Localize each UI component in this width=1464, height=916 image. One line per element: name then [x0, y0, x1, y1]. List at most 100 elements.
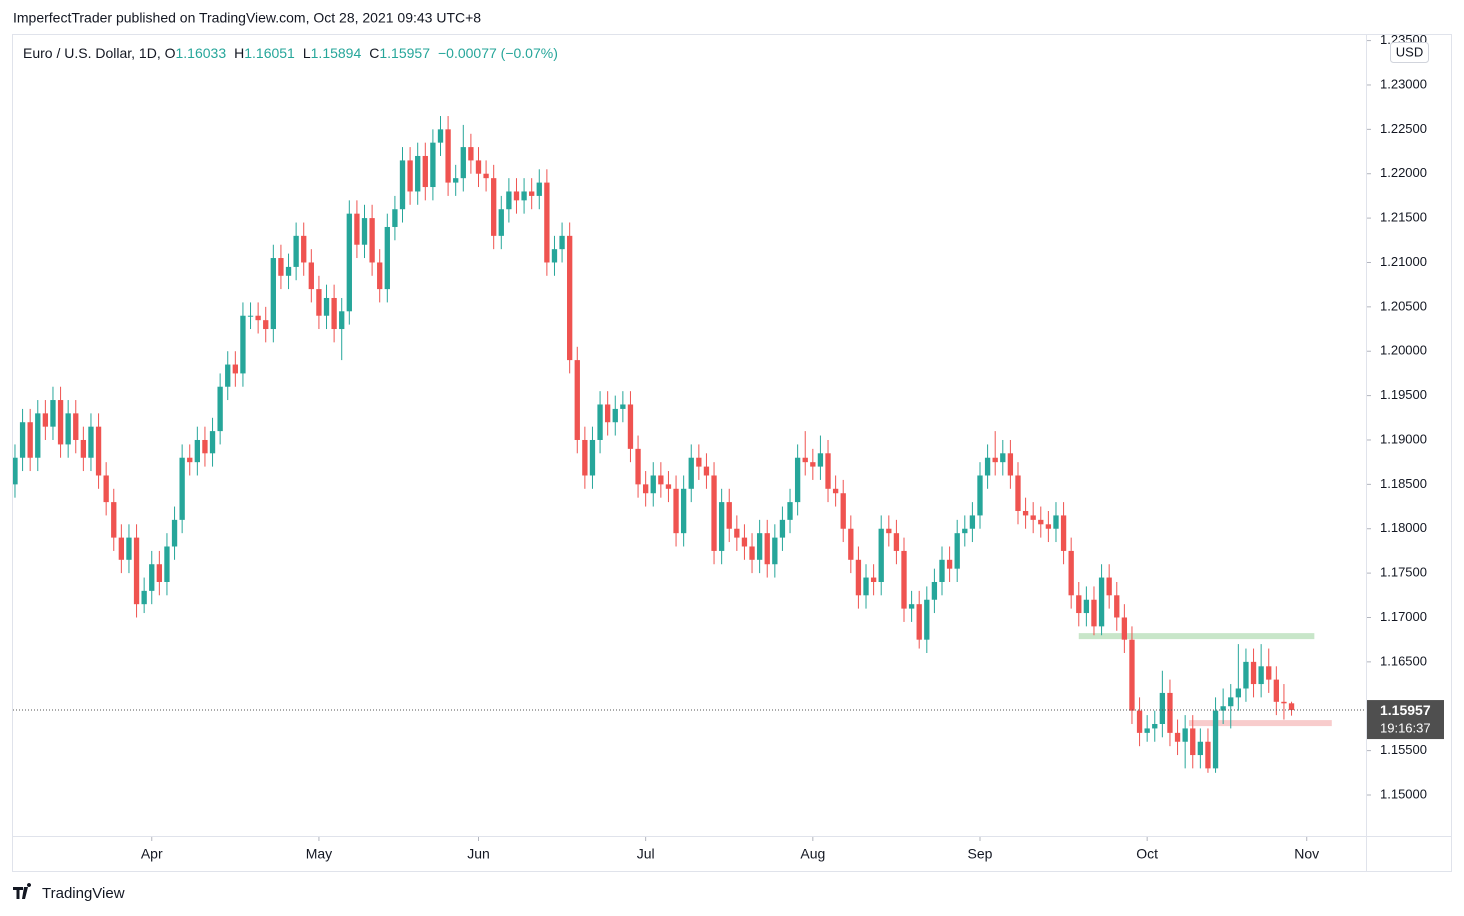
candle-body: [103, 475, 109, 503]
candle-body: [559, 235, 565, 250]
y-tick-label: 1.15500: [1380, 742, 1427, 757]
candle-body: [468, 147, 474, 161]
candle-body: [1121, 617, 1128, 640]
candle-body: [498, 209, 504, 236]
candle-body: [491, 178, 497, 236]
candle-body: [848, 528, 854, 560]
candle-body: [377, 262, 383, 290]
candle-body: [665, 484, 672, 489]
y-tick-label: 1.22000: [1380, 165, 1427, 180]
candle-body: [574, 360, 580, 440]
candle-body: [1098, 577, 1105, 627]
candle-body: [1083, 599, 1090, 614]
candle-body: [437, 129, 444, 143]
candle-body: [635, 448, 641, 485]
candle-body: [703, 466, 710, 476]
candle-body: [1007, 453, 1014, 476]
candle-body: [1281, 701, 1287, 704]
last-price-box: [1367, 700, 1444, 740]
ohlc-value: 1.16033: [176, 45, 227, 61]
y-tick-label: 1.22500: [1380, 121, 1427, 136]
candle-body: [810, 462, 816, 467]
candle-body: [597, 404, 603, 440]
candle-body: [339, 311, 345, 330]
candle-body: [475, 160, 482, 174]
y-tick-label: 1.23000: [1380, 76, 1427, 91]
candle-body: [582, 439, 588, 476]
candle-body: [1243, 661, 1249, 689]
candle-body: [954, 533, 960, 569]
ohlc-value: 1.15894: [311, 45, 362, 61]
candle-body: [316, 289, 322, 316]
publisher: ImperfectTrader published on TradingView…: [13, 10, 481, 26]
legend: Euro / U.S. Dollar, 1D, O1.16033 H1.16051…: [23, 45, 558, 61]
candle-body: [293, 235, 299, 267]
candle-body: [422, 155, 428, 188]
candle-body: [1136, 710, 1143, 733]
candle-body: [240, 315, 246, 374]
candle-body: [863, 577, 869, 596]
currency-box[interactable]: [1390, 42, 1429, 63]
candle-body: [255, 315, 261, 321]
candle-body: [407, 160, 413, 192]
candle-body: [453, 178, 459, 183]
candle-body: [1174, 732, 1181, 742]
candle-body: [13, 457, 18, 485]
candle-body: [642, 484, 649, 494]
y-tick-label: 1.17500: [1380, 565, 1427, 580]
candle-body: [787, 502, 793, 520]
candle-body: [1197, 741, 1204, 756]
candle-body: [1000, 453, 1006, 463]
candle-body: [232, 364, 238, 374]
candle-body: [141, 590, 147, 605]
candle-body: [1167, 692, 1173, 733]
candle-body: [301, 235, 307, 263]
countdown: 19:16:37: [1380, 720, 1431, 735]
candle-body: [1129, 639, 1135, 711]
plot-area: [13, 116, 1366, 773]
candle-body: [171, 519, 178, 547]
candle-body: [1030, 515, 1036, 520]
ohlc-label: H: [234, 45, 244, 61]
candle-body: [133, 537, 140, 605]
candle-body: [794, 457, 801, 503]
candle-body: [802, 457, 808, 463]
candle-body: [962, 528, 968, 534]
candle-body: [308, 262, 314, 290]
candle-body: [27, 422, 33, 458]
candle-body: [1250, 661, 1257, 685]
ohlc-value: 1.16051: [244, 45, 295, 61]
x-tick-label: Sep: [968, 846, 993, 862]
candle-body: [939, 559, 945, 582]
candle-body: [95, 426, 102, 476]
candle-body: [901, 550, 907, 609]
candle-body: [536, 182, 542, 196]
candle-body: [270, 258, 276, 330]
candle-body: [1182, 728, 1188, 742]
candle-body: [696, 457, 702, 467]
change: −0.00077 (−0.07%): [438, 45, 558, 61]
price-axis: 1.150001.155001.160001.165001.170001.175…: [1367, 35, 1427, 801]
candle-body: [164, 546, 170, 582]
x-tick-label: Apr: [141, 846, 163, 862]
candle-body: [1060, 515, 1067, 551]
candle-body: [285, 266, 292, 276]
candle-body: [749, 546, 755, 560]
y-tick-label: 1.19000: [1380, 431, 1427, 446]
candle-body: [156, 564, 163, 582]
candle-body: [1228, 697, 1234, 707]
candle-body: [726, 502, 732, 529]
currency[interactable]: USD: [1396, 44, 1423, 59]
candle-body: [893, 533, 900, 551]
candle-body: [832, 488, 839, 494]
candle-body: [673, 488, 679, 534]
y-tick-label: 1.15000: [1380, 786, 1427, 801]
candle-body: [924, 599, 930, 640]
zone: [1078, 633, 1315, 640]
candle-body: [551, 249, 558, 263]
candle-body: [946, 559, 953, 569]
candle-body: [529, 191, 535, 196]
candle-body: [399, 160, 406, 210]
candle-body: [817, 453, 824, 467]
candle-body: [855, 559, 862, 596]
